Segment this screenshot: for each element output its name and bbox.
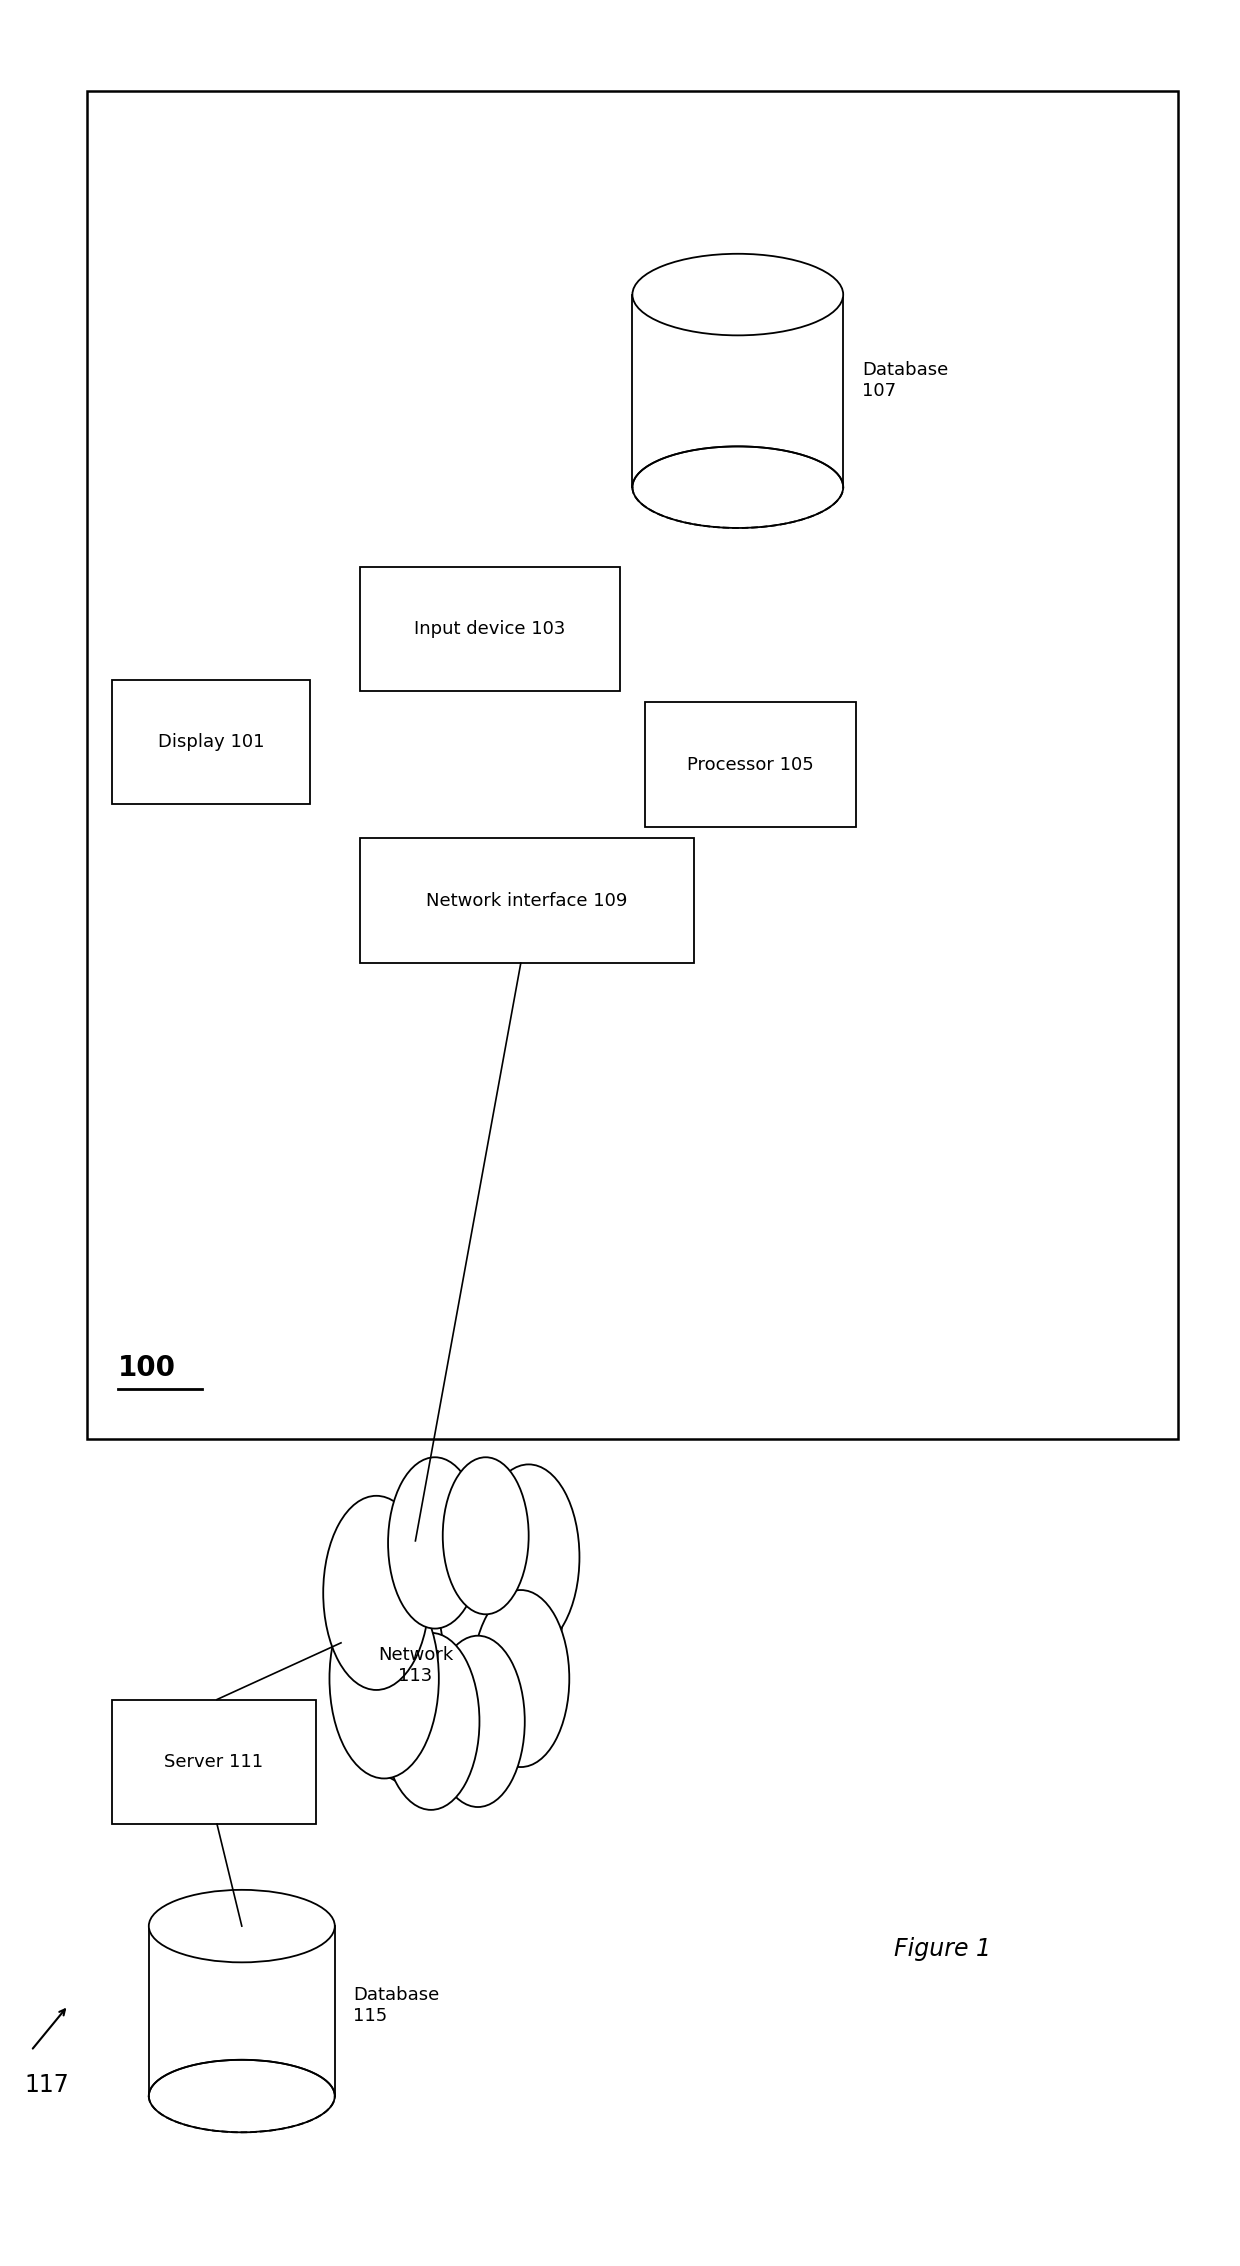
Circle shape bbox=[477, 1464, 579, 1650]
Circle shape bbox=[330, 1579, 439, 1779]
Text: Database
107: Database 107 bbox=[862, 360, 949, 401]
Circle shape bbox=[432, 1636, 525, 1806]
FancyBboxPatch shape bbox=[360, 566, 620, 691]
Text: Server 111: Server 111 bbox=[165, 1754, 263, 1770]
Circle shape bbox=[439, 1486, 564, 1713]
Circle shape bbox=[472, 1591, 569, 1767]
Circle shape bbox=[337, 1500, 494, 1786]
Ellipse shape bbox=[149, 2060, 335, 2132]
Text: Database
115: Database 115 bbox=[353, 1985, 440, 2026]
Text: Network
113: Network 113 bbox=[378, 1645, 453, 1686]
FancyBboxPatch shape bbox=[632, 295, 843, 487]
Circle shape bbox=[383, 1634, 480, 1811]
FancyBboxPatch shape bbox=[645, 702, 856, 827]
Text: 117: 117 bbox=[25, 2073, 69, 2098]
FancyBboxPatch shape bbox=[112, 1700, 316, 1824]
Circle shape bbox=[402, 1475, 515, 1681]
Ellipse shape bbox=[632, 446, 843, 528]
Text: Input device 103: Input device 103 bbox=[414, 621, 565, 637]
Text: Figure 1: Figure 1 bbox=[894, 1937, 991, 1960]
Text: Network interface 109: Network interface 109 bbox=[427, 893, 627, 909]
Circle shape bbox=[443, 1457, 528, 1613]
Text: Display 101: Display 101 bbox=[157, 734, 264, 750]
Circle shape bbox=[324, 1496, 429, 1690]
Text: 100: 100 bbox=[118, 1355, 176, 1382]
FancyBboxPatch shape bbox=[360, 838, 694, 963]
FancyBboxPatch shape bbox=[112, 680, 310, 804]
Text: Processor 105: Processor 105 bbox=[687, 757, 813, 773]
Ellipse shape bbox=[632, 254, 843, 335]
FancyBboxPatch shape bbox=[87, 91, 1178, 1439]
FancyBboxPatch shape bbox=[149, 1926, 335, 2096]
Circle shape bbox=[388, 1457, 482, 1629]
Ellipse shape bbox=[149, 1890, 335, 1962]
